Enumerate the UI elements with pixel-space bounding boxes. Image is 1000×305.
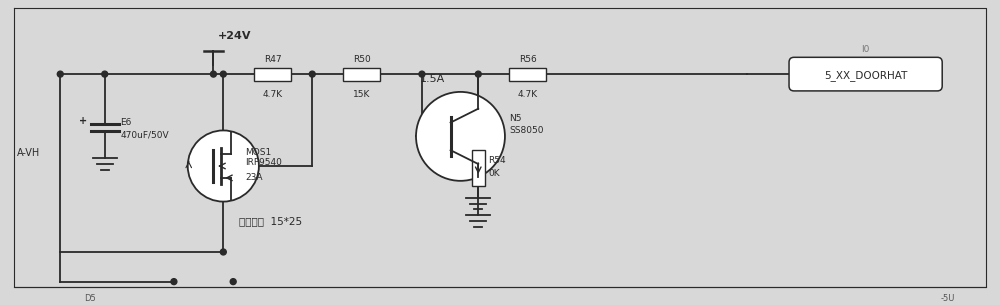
Text: N5: N5 <box>509 114 521 123</box>
Text: -5U: -5U <box>940 294 955 303</box>
Bar <box>472 150 485 186</box>
Text: 0K: 0K <box>488 169 500 178</box>
Text: E6: E6 <box>121 118 132 127</box>
Circle shape <box>210 71 216 77</box>
Text: MOS1: MOS1 <box>245 148 271 157</box>
Text: I0: I0 <box>861 45 870 54</box>
Text: IRF9540: IRF9540 <box>245 158 282 167</box>
Circle shape <box>171 279 177 285</box>
Text: 4.7K: 4.7K <box>518 90 538 99</box>
Text: +24V: +24V <box>217 30 251 41</box>
Text: D5: D5 <box>84 294 96 303</box>
Circle shape <box>102 71 108 77</box>
Circle shape <box>309 71 315 77</box>
Circle shape <box>57 71 63 77</box>
FancyBboxPatch shape <box>789 57 942 91</box>
Text: 1.5A: 1.5A <box>420 74 445 84</box>
Text: R54: R54 <box>488 156 506 165</box>
Circle shape <box>416 92 505 181</box>
Bar <box>254 68 291 81</box>
Circle shape <box>419 71 425 77</box>
Circle shape <box>475 71 481 77</box>
Text: R47: R47 <box>264 55 282 64</box>
Text: R50: R50 <box>353 55 371 64</box>
Text: SS8050: SS8050 <box>509 126 543 135</box>
Bar <box>343 68 380 81</box>
Circle shape <box>220 71 226 77</box>
Text: R56: R56 <box>519 55 537 64</box>
Text: 加散热片  15*25: 加散热片 15*25 <box>239 216 302 226</box>
Text: 4.7K: 4.7K <box>263 90 283 99</box>
Text: 15K: 15K <box>353 90 370 99</box>
Text: 23A: 23A <box>245 173 263 182</box>
Text: 5_XX_DOORHAT: 5_XX_DOORHAT <box>824 70 907 81</box>
Text: 470uF/50V: 470uF/50V <box>121 131 169 140</box>
Circle shape <box>220 249 226 255</box>
Circle shape <box>230 279 236 285</box>
Circle shape <box>188 131 259 202</box>
Text: A-VH: A-VH <box>17 148 40 158</box>
Text: +: + <box>79 116 87 126</box>
Bar <box>509 68 546 81</box>
